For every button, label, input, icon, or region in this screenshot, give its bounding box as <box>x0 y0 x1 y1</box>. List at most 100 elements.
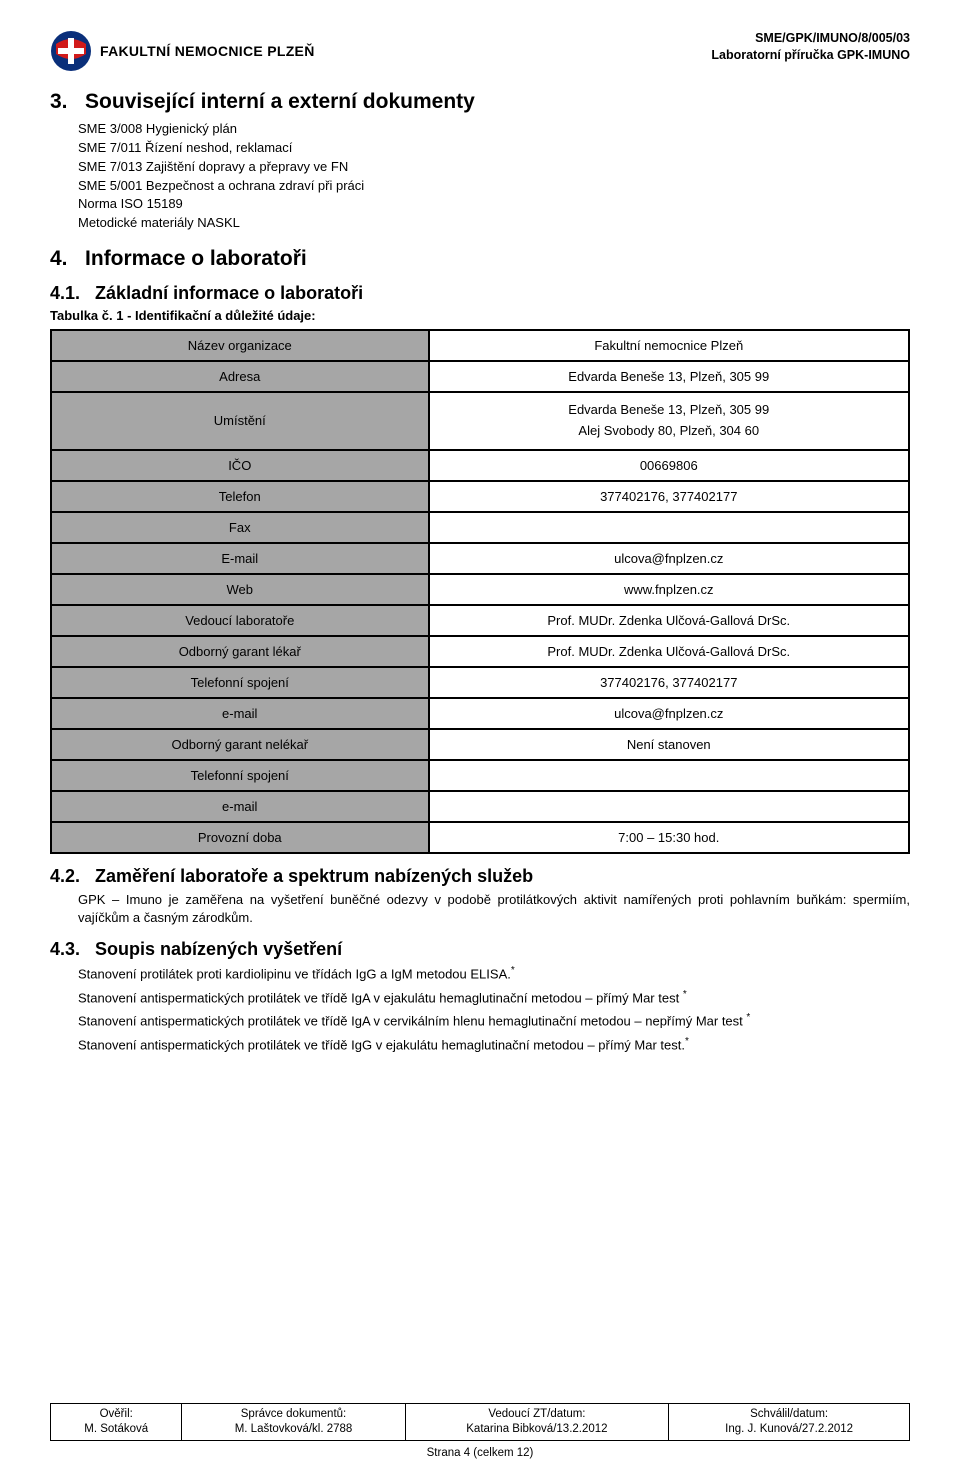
table-row: Název organizaceFakultní nemocnice Plzeň <box>51 330 909 361</box>
table-val: ulcova@fnplzen.cz <box>429 698 909 729</box>
section-4-3-line: Stanovení protilátek proti kardiolipinu … <box>78 964 910 984</box>
table-row: e-mail <box>51 791 909 822</box>
section-4-3-heading: 4.3. Soupis nabízených vyšetření <box>50 939 910 960</box>
page-number: Strana 4 (celkem 12) <box>50 1447 910 1459</box>
footer-cell: Správce dokumentů: M. Laštovková/kl. 278… <box>182 1404 405 1441</box>
table-row: E-mailulcova@fnplzen.cz <box>51 543 909 574</box>
table-val: 00669806 <box>429 450 909 481</box>
section-4-2-heading: 4.2. Zaměření laboratoře a spektrum nabí… <box>50 866 910 887</box>
footer-table: Ověřil: M. Sotáková Správce dokumentů: M… <box>50 1403 910 1441</box>
table-key: Vedoucí laboratoře <box>51 605 429 636</box>
footer-label: Správce dokumentů: <box>241 1408 346 1420</box>
table-key: Telefonní spojení <box>51 667 429 698</box>
section-4-title: Informace o laboratoři <box>85 247 307 270</box>
org-name: FAKULTNÍ NEMOCNICE PLZEŇ <box>100 43 315 59</box>
table-1-caption: Tabulka č. 1 - Identifikační a důležité … <box>50 308 910 323</box>
section-4-1-title: Základní informace o laboratoři <box>95 283 363 303</box>
doc-title: Laboratorní příručka GPK-IMUNO <box>711 47 910 64</box>
table-row: Telefonní spojení <box>51 760 909 791</box>
list-item: SME 7/011 Řízení neshod, reklamací <box>78 139 910 158</box>
list-item: SME 3/008 Hygienický plán <box>78 120 910 139</box>
hospital-logo-icon <box>50 30 92 72</box>
table-key: e-mail <box>51 698 429 729</box>
section-4-3-line: Stanovení antispermatických protilátek v… <box>78 1035 910 1055</box>
table-val: Fakultní nemocnice Plzeň <box>429 330 909 361</box>
footer-value: M. Laštovková/kl. 2788 <box>235 1423 353 1435</box>
table-key: Název organizace <box>51 330 429 361</box>
section-4-2-text: GPK – Imuno je zaměřena na vyšetření bun… <box>78 891 910 927</box>
section-3-items: SME 3/008 Hygienický plán SME 7/011 Říze… <box>78 120 910 233</box>
table-row: AdresaEdvarda Beneše 13, Plzeň, 305 99 <box>51 361 909 392</box>
section-4-2-num: 4.2. <box>50 866 80 886</box>
footnote-star: * <box>511 965 515 976</box>
footer-cell: Schválil/datum: Ing. J. Kunová/27.2.2012 <box>669 1404 910 1441</box>
table-key: Web <box>51 574 429 605</box>
footer-label: Vedoucí ZT/datum: <box>488 1408 585 1420</box>
section-4-3-line: Stanovení antispermatických protilátek v… <box>78 988 910 1008</box>
table-key: Telefon <box>51 481 429 512</box>
page-header: FAKULTNÍ NEMOCNICE PLZEŇ SME/GPK/IMUNO/8… <box>50 30 910 72</box>
table-val: Prof. MUDr. Zdenka Ulčová-Gallová DrSc. <box>429 605 909 636</box>
table-val: 7:00 – 15:30 hod. <box>429 822 909 853</box>
page-footer: Ověřil: M. Sotáková Správce dokumentů: M… <box>50 1403 910 1459</box>
doc-id-block: SME/GPK/IMUNO/8/005/03 Laboratorní příru… <box>711 30 910 64</box>
table-key: E-mail <box>51 543 429 574</box>
section-4-heading: 4. Informace o laboratoři <box>50 247 910 271</box>
table-row: Telefon377402176, 377402177 <box>51 481 909 512</box>
section-3-num: 3. <box>50 90 68 113</box>
footer-label: Schválil/datum: <box>750 1408 828 1420</box>
line-text: Stanovení protilátek proti kardiolipinu … <box>78 966 511 981</box>
table-key: e-mail <box>51 791 429 822</box>
table-key: Telefonní spojení <box>51 760 429 791</box>
footer-value: M. Sotáková <box>84 1423 148 1435</box>
footnote-star: * <box>746 1012 750 1023</box>
table-val: 377402176, 377402177 <box>429 481 909 512</box>
list-item: SME 7/013 Zajištění dopravy a přepravy v… <box>78 158 910 177</box>
doc-code: SME/GPK/IMUNO/8/005/03 <box>711 30 910 47</box>
table-key: Odborný garant nelékař <box>51 729 429 760</box>
table-key: Umístění <box>51 392 429 450</box>
section-3-title: Související interní a externí dokumenty <box>85 90 475 113</box>
footer-label: Ověřil: <box>100 1408 133 1420</box>
line-text: Stanovení antispermatických protilátek v… <box>78 1013 743 1028</box>
table-val: Edvarda Beneše 13, Plzeň, 305 99 <box>429 361 909 392</box>
list-item: Metodické materiály NASKL <box>78 214 910 233</box>
footnote-star: * <box>685 1036 689 1047</box>
table-val: ulcova@fnplzen.cz <box>429 543 909 574</box>
list-item: SME 5/001 Bezpečnost a ochrana zdraví př… <box>78 177 910 196</box>
table-val <box>429 512 909 543</box>
footnote-star: * <box>683 989 687 1000</box>
table-row: Fax <box>51 512 909 543</box>
table-key: Provozní doba <box>51 822 429 853</box>
section-4-3-line: Stanovení antispermatických protilátek v… <box>78 1011 910 1031</box>
table-row: Telefonní spojení377402176, 377402177 <box>51 667 909 698</box>
identification-table: Název organizaceFakultní nemocnice Plzeň… <box>50 329 910 854</box>
table-val: Není stanoven <box>429 729 909 760</box>
line-text: Stanovení antispermatických protilátek v… <box>78 990 679 1005</box>
line-text: Stanovení antispermatických protilátek v… <box>78 1037 685 1052</box>
table-key: IČO <box>51 450 429 481</box>
table-key: Fax <box>51 512 429 543</box>
table-row: UmístěníEdvarda Beneše 13, Plzeň, 305 99… <box>51 392 909 450</box>
table-row: Provozní doba7:00 – 15:30 hod. <box>51 822 909 853</box>
section-4-2-title: Zaměření laboratoře a spektrum nabízenýc… <box>95 866 533 886</box>
table-val: Prof. MUDr. Zdenka Ulčová-Gallová DrSc. <box>429 636 909 667</box>
section-4-num: 4. <box>50 247 68 270</box>
table-row: Odborný garant nelékařNení stanoven <box>51 729 909 760</box>
logo-block: FAKULTNÍ NEMOCNICE PLZEŇ <box>50 30 315 72</box>
footer-value: Katarina Bibková/13.2.2012 <box>466 1423 607 1435</box>
section-3-heading: 3. Související interní a externí dokumen… <box>50 90 910 114</box>
footer-cell: Ověřil: M. Sotáková <box>51 1404 182 1441</box>
table-val <box>429 791 909 822</box>
section-4-3-title: Soupis nabízených vyšetření <box>95 939 342 959</box>
table-row: Odborný garant lékařProf. MUDr. Zdenka U… <box>51 636 909 667</box>
section-4-1-num: 4.1. <box>50 283 80 303</box>
table-key: Adresa <box>51 361 429 392</box>
section-4-3-num: 4.3. <box>50 939 80 959</box>
table-val <box>429 760 909 791</box>
table-row: IČO00669806 <box>51 450 909 481</box>
table-row: Webwww.fnplzen.cz <box>51 574 909 605</box>
table-row: e-mailulcova@fnplzen.cz <box>51 698 909 729</box>
table-val: Edvarda Beneše 13, Plzeň, 305 99Alej Svo… <box>429 392 909 450</box>
table-key: Odborný garant lékař <box>51 636 429 667</box>
